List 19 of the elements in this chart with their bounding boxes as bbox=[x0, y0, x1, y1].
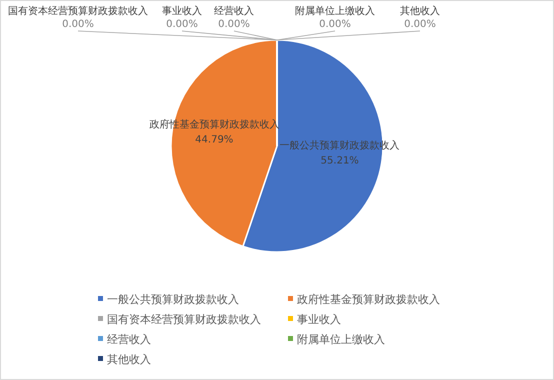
legend-label: 一般公共预算财政拨款收入 bbox=[107, 293, 239, 306]
text: 0.00% bbox=[218, 19, 250, 30]
category-label: 其他收入 bbox=[400, 6, 440, 17]
legend-label: 政府性基金预算财政拨款收入 bbox=[297, 293, 440, 306]
category-label: 国有资本经营预算财政拨款收入 bbox=[8, 6, 148, 17]
legend-label: 事业收入 bbox=[297, 313, 341, 326]
data-label: 55.21% bbox=[320, 155, 359, 166]
text: 0.00% bbox=[404, 19, 436, 30]
text: 0.00% bbox=[62, 19, 94, 30]
legend-label: 经营收入 bbox=[107, 333, 151, 346]
legend-label: 其他收入 bbox=[107, 353, 151, 366]
legend-label: 附属单位上缴收入 bbox=[297, 333, 385, 346]
text: 0.00% bbox=[166, 19, 198, 30]
category-label: 经营收入 bbox=[214, 6, 254, 17]
category-label: 事业收入 bbox=[162, 6, 202, 17]
data-label: 44.79% bbox=[195, 134, 234, 146]
legend-label: 国有资本经营预算财政拨款收入 bbox=[107, 313, 261, 326]
category-label: 附属单位上缴收入 bbox=[295, 6, 375, 17]
text: 0.00% bbox=[319, 19, 351, 30]
